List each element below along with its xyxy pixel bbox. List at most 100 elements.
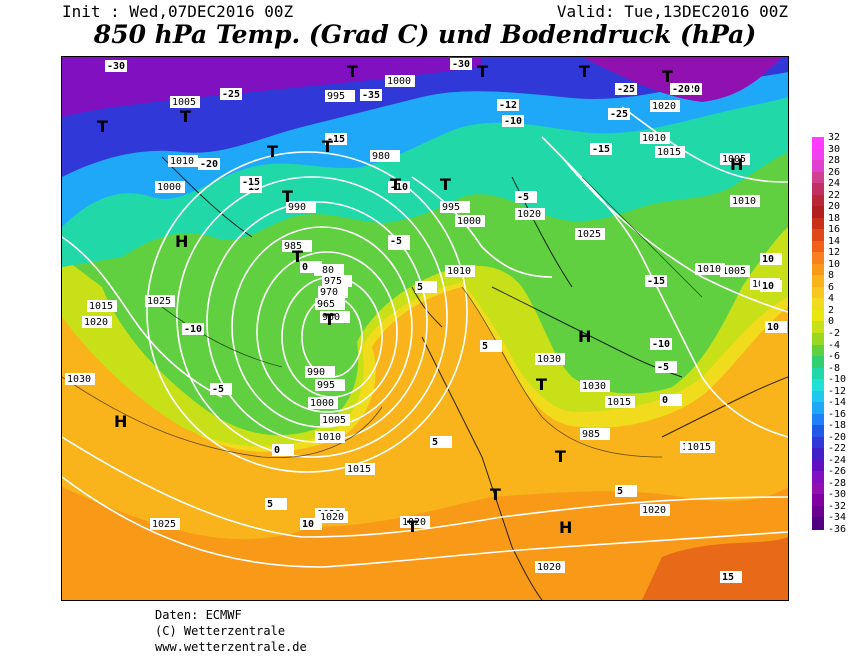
legend-label: 8 (828, 270, 835, 282)
pressure-system-marker: T (324, 310, 335, 329)
temperature-label: -25 (615, 83, 637, 95)
temperature-label: -5 (655, 361, 677, 373)
footer-copyright: (C) Wetterzentrale (155, 624, 286, 638)
temperature-label: -15 (645, 275, 667, 287)
legend-label: 6 (828, 281, 835, 293)
pressure-system-marker: H (114, 412, 127, 431)
pressure-label-layer: 960 965 970 975 980 990 995 1000 1005 10… (65, 75, 780, 573)
pressure-label: 1030 (65, 373, 95, 385)
map-title: 850 hPa Temp. (Grad C) und Bodendruck (h… (93, 20, 757, 49)
svg-text:0: 0 (302, 262, 308, 273)
svg-text:-5: -5 (390, 236, 402, 247)
temperature-label: -5 (210, 383, 232, 395)
footer-website: www.wetterzentrale.de (155, 640, 307, 654)
legend-label: -8 (828, 362, 841, 374)
pressure-label: 1020 (650, 100, 680, 112)
pressure-system-marker: T (662, 67, 673, 86)
pressure-system-marker: T (390, 175, 401, 194)
legend-color-swatch (812, 459, 824, 472)
temperature-field-warm-south (62, 487, 788, 600)
legend-color-swatch (812, 321, 824, 334)
pressure-label: 1010 (445, 265, 475, 277)
legend-color-swatch (812, 494, 824, 507)
svg-text:1010: 1010 (697, 264, 721, 275)
svg-text:1030: 1030 (537, 354, 561, 365)
temperature-label: 15 (720, 571, 742, 583)
pressure-system-marker: T (347, 62, 358, 81)
temperature-label: 5 (615, 485, 637, 497)
temperature-label: 0 (300, 261, 322, 273)
temperature-label-layer: -30 -25 -20 -15 -10 -5 0 5 -35 -30 -25 -… (105, 58, 787, 583)
svg-text:1000: 1000 (157, 182, 181, 193)
pressure-label: 970 (318, 286, 348, 298)
pressure-label: 1020 (82, 316, 112, 328)
temperature-label: -20 (198, 158, 220, 170)
legend-color-swatch (812, 286, 824, 299)
weather-map: 960 965 970 975 980 990 995 1000 1005 10… (61, 56, 789, 601)
legend-label: 28 (828, 155, 841, 167)
temperature-label: -30 (105, 60, 127, 72)
svg-text:5: 5 (482, 341, 488, 352)
temperature-field-hot-southeast (642, 537, 788, 600)
temperature-label: 10 (300, 518, 322, 530)
svg-text:1020: 1020 (84, 317, 108, 328)
temperature-label: -15 (325, 133, 347, 145)
pressure-label: 985 (580, 428, 610, 440)
legend-label: -14 (828, 397, 847, 409)
legend-color-swatch (812, 344, 824, 357)
pressure-label: 995 (315, 379, 345, 391)
svg-text:1010: 1010 (447, 266, 471, 277)
temperature-label: 10 (760, 253, 782, 265)
legend-color-swatch (812, 390, 824, 403)
legend-color-swatch (812, 436, 824, 449)
pressure-label: 985 (282, 240, 312, 252)
legend-color-swatch (812, 448, 824, 461)
svg-text:1015: 1015 (347, 464, 371, 475)
svg-text:-10: -10 (504, 116, 522, 127)
pressure-system-marker: H (559, 518, 572, 537)
pressure-system-marker: T (407, 517, 418, 536)
svg-text:1020: 1020 (320, 512, 344, 523)
pressure-system-marker: T (536, 375, 547, 394)
pressure-label: 1010 (730, 195, 760, 207)
temperature-label: -5 (388, 235, 410, 247)
svg-text:-15: -15 (327, 134, 345, 145)
svg-text:-25: -25 (610, 109, 628, 120)
legend-label: 0 (828, 316, 835, 328)
valid-time: Valid: Tue,13DEC2016 00Z (556, 2, 788, 21)
legend-color-swatch (812, 309, 824, 323)
svg-text:965: 965 (317, 299, 335, 310)
legend-label: -20 (828, 431, 847, 443)
svg-text:1015: 1015 (607, 397, 631, 408)
pressure-label: 1025 (145, 295, 175, 307)
legend-label: 26 (828, 166, 841, 178)
footer-data-source: Daten: ECMWF (155, 608, 242, 622)
legend-label: -32 (828, 500, 847, 512)
pressure-label: 980 (370, 150, 400, 162)
pressure-label: 1015 (655, 146, 685, 158)
legend-label: -34 (828, 512, 847, 524)
legend-label: -36 (828, 524, 847, 535)
svg-text:985: 985 (284, 241, 302, 252)
legend-label: -22 (828, 443, 847, 455)
legend-color-swatch (812, 217, 824, 230)
svg-text:15: 15 (722, 572, 734, 583)
pressure-label: 1005 (720, 265, 750, 277)
legend-label: 12 (828, 247, 841, 259)
svg-text:-5: -5 (212, 384, 224, 395)
legend-color-swatch (812, 240, 824, 253)
svg-text:1005: 1005 (322, 415, 346, 426)
legend-label: 30 (828, 143, 841, 155)
svg-text:990: 990 (307, 367, 325, 378)
svg-text:-15: -15 (592, 144, 610, 155)
pressure-label: 1020 (640, 504, 670, 516)
svg-text:5: 5 (432, 437, 438, 448)
legend-label: 32 (828, 132, 841, 143)
legend-color-swatch (812, 482, 824, 495)
isotherms (62, 176, 703, 459)
pressure-label: 1010 (315, 431, 345, 443)
legend-label: -10 (828, 374, 847, 386)
temperature-label: 5 (480, 340, 502, 352)
svg-text:1000: 1000 (310, 398, 334, 409)
pressure-label: 1030 (580, 380, 610, 392)
